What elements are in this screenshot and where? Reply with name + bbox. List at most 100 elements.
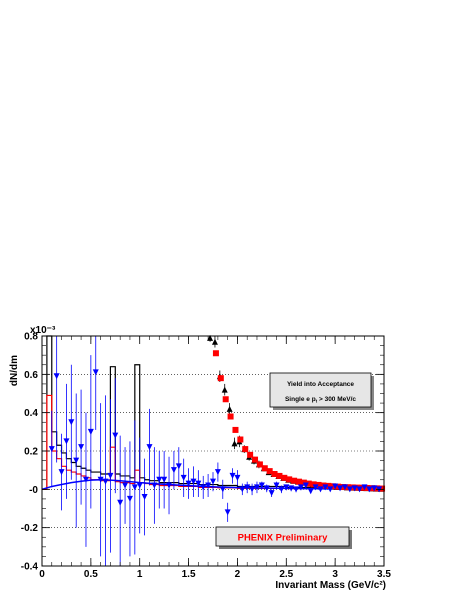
data-point bbox=[166, 482, 173, 489]
data-point bbox=[190, 478, 197, 485]
data-point bbox=[268, 490, 275, 497]
data-point bbox=[337, 485, 344, 492]
y-tick-label: 0.6 bbox=[24, 370, 38, 381]
data-point bbox=[283, 484, 290, 491]
y-tick-label: 0.4 bbox=[24, 408, 38, 419]
data-point bbox=[351, 485, 358, 492]
data-point bbox=[87, 428, 94, 435]
x-tick-label: 3 bbox=[332, 569, 338, 580]
data-point bbox=[307, 488, 314, 495]
data-point bbox=[341, 484, 348, 491]
data-point bbox=[97, 476, 104, 483]
data-point bbox=[122, 482, 129, 489]
acceptance-legend-box: Yield into Acceptance Single e pt > 300 … bbox=[269, 372, 374, 410]
y-axis-label: dN/dm bbox=[9, 355, 20, 386]
data-point bbox=[359, 484, 366, 491]
data-point bbox=[252, 456, 259, 463]
data-point bbox=[161, 476, 168, 483]
data-point bbox=[234, 474, 241, 481]
data-point bbox=[205, 482, 212, 489]
x-tick-label: 1.5 bbox=[182, 569, 196, 580]
y-axis-ticks: -0.4 -0.2 -0 0.2 0.4 0.6 0.8 bbox=[21, 332, 384, 573]
data-point bbox=[330, 483, 337, 490]
data-point bbox=[291, 477, 298, 484]
data-point bbox=[305, 480, 312, 487]
x-tick-label: 0 bbox=[39, 569, 45, 580]
data-point bbox=[226, 405, 233, 412]
phenix-preliminary-box: PHENIX Preliminary bbox=[215, 526, 352, 549]
data-point bbox=[210, 478, 216, 485]
data-point bbox=[247, 451, 254, 458]
data-point bbox=[58, 469, 65, 476]
data-point bbox=[195, 480, 202, 487]
data-point bbox=[141, 494, 148, 500]
data-point bbox=[131, 484, 138, 491]
data-point bbox=[211, 338, 218, 345]
data-point bbox=[317, 486, 324, 493]
data-point bbox=[322, 484, 329, 491]
data-point bbox=[146, 444, 153, 451]
y-multiplier-label: x10⁻³ bbox=[30, 325, 56, 336]
data-point bbox=[261, 465, 268, 472]
data-point bbox=[325, 482, 332, 489]
data-point bbox=[151, 482, 158, 489]
acceptance-line-1: Yield into Acceptance bbox=[287, 381, 354, 388]
data-point bbox=[356, 486, 363, 493]
data-point bbox=[126, 495, 133, 502]
data-point bbox=[310, 481, 317, 488]
y-tick-label: 0.8 bbox=[24, 332, 38, 343]
data-point bbox=[117, 499, 124, 506]
data-point bbox=[63, 438, 70, 445]
data-point bbox=[369, 485, 376, 492]
data-point bbox=[78, 444, 85, 451]
data-point bbox=[239, 486, 246, 493]
data-point bbox=[112, 432, 119, 439]
data-point bbox=[136, 482, 143, 489]
data-point bbox=[222, 396, 229, 403]
data-point bbox=[53, 373, 60, 380]
data-point bbox=[68, 419, 75, 426]
data-point bbox=[102, 478, 109, 485]
data-point bbox=[297, 484, 304, 491]
y-tick-label: -0 bbox=[29, 485, 38, 496]
data-point bbox=[221, 386, 228, 393]
data-point bbox=[82, 476, 89, 483]
data-point bbox=[237, 436, 244, 443]
data-point bbox=[242, 446, 249, 453]
data-point bbox=[232, 426, 239, 433]
y-tick-label: -0.4 bbox=[21, 562, 39, 573]
data-point bbox=[258, 482, 265, 489]
acceptance-line-2: Single e pt > 300 MeV/c bbox=[285, 396, 356, 404]
data-point bbox=[339, 484, 346, 491]
data-point bbox=[207, 334, 214, 341]
data-point bbox=[366, 486, 373, 493]
data-point bbox=[229, 472, 236, 479]
data-point bbox=[217, 375, 224, 382]
x-tick-label: 2.5 bbox=[279, 569, 293, 580]
data-point bbox=[212, 350, 219, 357]
data-point bbox=[224, 509, 231, 516]
data-point bbox=[288, 485, 295, 492]
data-point bbox=[249, 486, 256, 493]
data-point bbox=[266, 468, 273, 475]
x-tick-label: 3.5 bbox=[377, 569, 391, 580]
data-point bbox=[253, 484, 260, 491]
data-point bbox=[312, 484, 319, 491]
data-point bbox=[170, 467, 177, 474]
data-point bbox=[107, 472, 114, 479]
data-point bbox=[227, 413, 234, 420]
data-point bbox=[231, 440, 238, 447]
data-point bbox=[278, 486, 285, 493]
data-point bbox=[293, 486, 300, 493]
data-point bbox=[200, 484, 207, 491]
data-point bbox=[295, 478, 302, 485]
phenix-preliminary-label: PHENIX Preliminary bbox=[238, 533, 328, 544]
data-point bbox=[175, 463, 182, 470]
data-point bbox=[48, 446, 55, 453]
y-tick-label: 0.2 bbox=[24, 447, 38, 458]
data-point bbox=[271, 471, 278, 477]
data-point bbox=[332, 483, 339, 490]
data-point bbox=[286, 476, 293, 483]
data-point bbox=[302, 482, 309, 489]
